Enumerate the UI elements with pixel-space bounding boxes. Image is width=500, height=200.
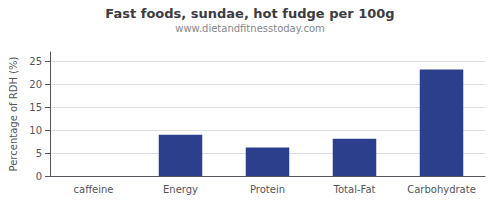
svg-text:Carbohydrate: Carbohydrate (407, 184, 476, 195)
svg-text:5: 5 (36, 148, 42, 159)
svg-text:Energy: Energy (163, 184, 198, 195)
svg-text:www.dietandfitnesstoday.com: www.dietandfitnesstoday.com (175, 23, 324, 34)
svg-text:Percentage of RDH (%): Percentage of RDH (%) (8, 56, 19, 171)
svg-text:Total-Fat: Total-Fat (333, 184, 376, 195)
svg-text:0: 0 (36, 171, 42, 182)
svg-text:Fast foods, sundae, hot fudge: Fast foods, sundae, hot fudge per 100g (105, 6, 394, 21)
svg-text:25: 25 (29, 56, 42, 67)
svg-text:Protein: Protein (250, 184, 285, 195)
svg-text:20: 20 (29, 79, 42, 90)
svg-text:caffeine: caffeine (74, 184, 114, 195)
svg-text:10: 10 (29, 125, 42, 136)
svg-text:15: 15 (29, 102, 42, 113)
